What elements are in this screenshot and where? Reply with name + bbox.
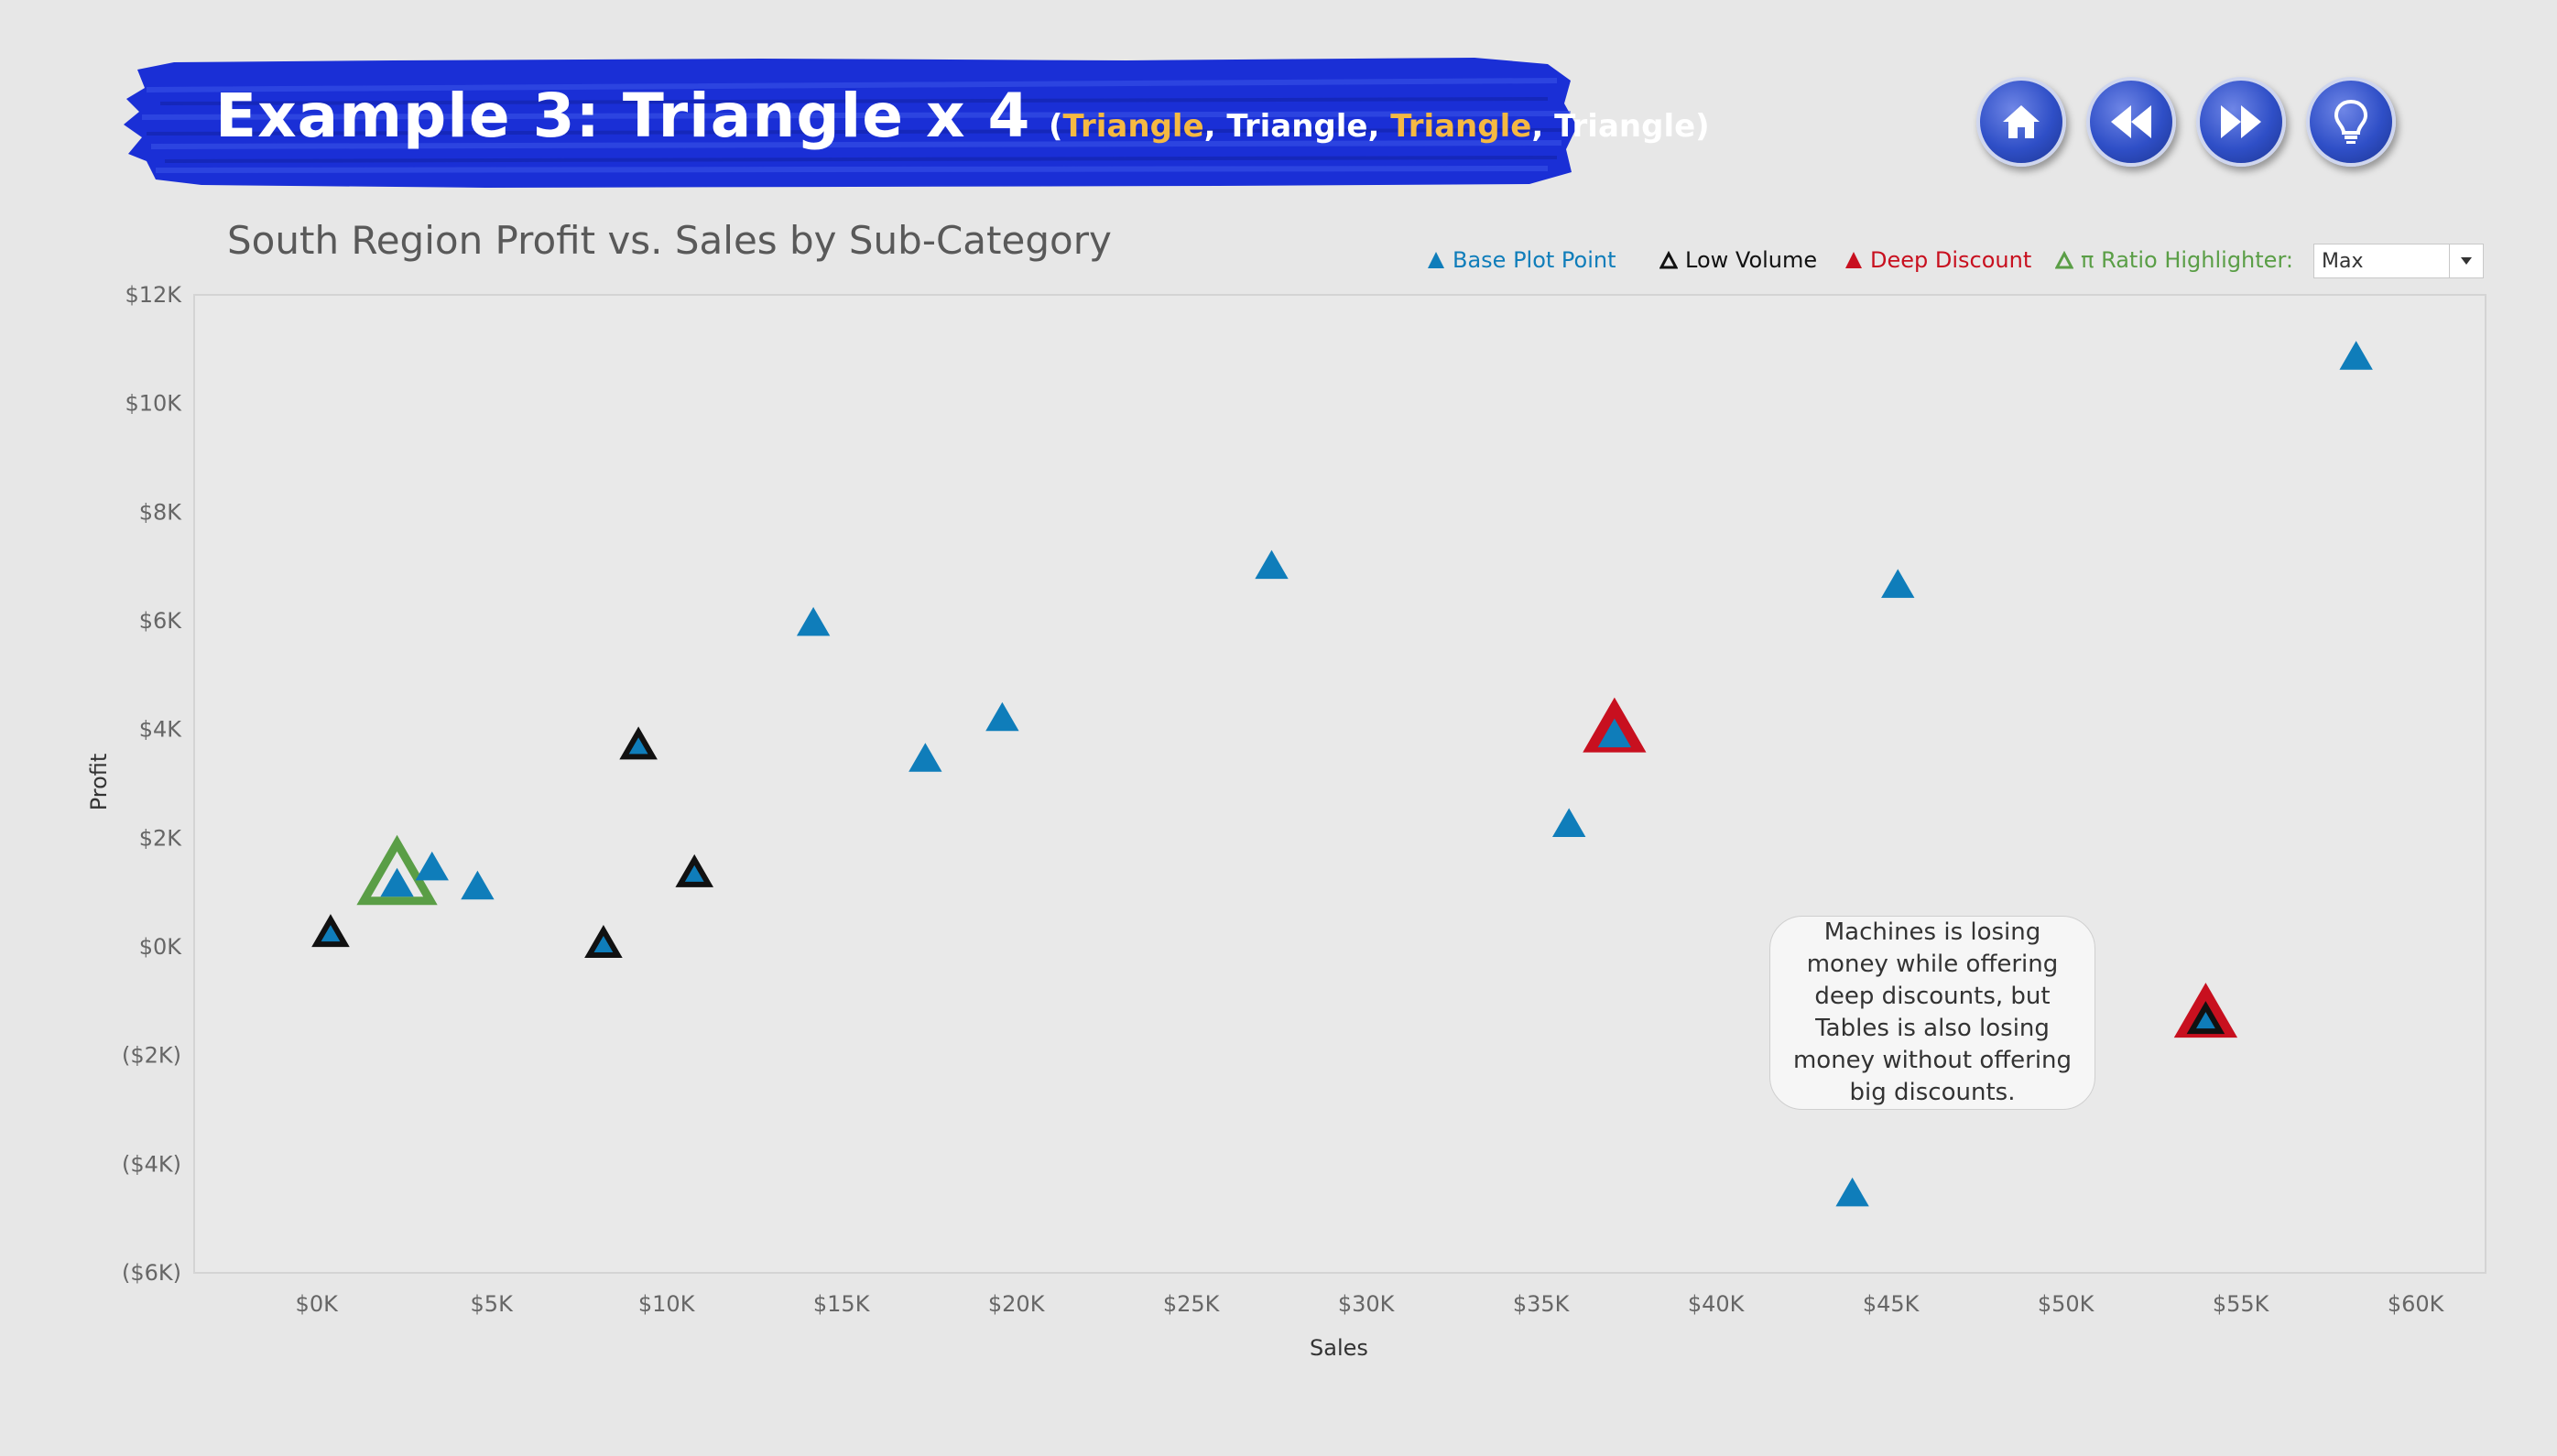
y-tick-label: ($2K) (122, 1043, 181, 1069)
data-point[interactable] (1881, 569, 1915, 598)
filled-triangle-icon (1845, 252, 1862, 268)
y-tick-label: $4K (139, 717, 183, 743)
legend-deep-discount: Deep Discount (1844, 247, 2031, 273)
outline-triangle-icon (1659, 251, 1678, 269)
back-button[interactable] (2086, 77, 2176, 167)
data-point[interactable] (584, 924, 623, 958)
data-point[interactable] (1255, 549, 1289, 580)
title-banner: Example 3: Triangle x 4 (Triangle, Trian… (119, 53, 1710, 190)
x-tick-label: $25K (1163, 1291, 1221, 1317)
y-axis: $12K $10K $8K $6K $4K $2K $0K ($2K) ($4K) ($6K) (122, 282, 182, 1286)
home-icon (2003, 105, 2040, 138)
y-tick-label: ($6K) (122, 1260, 181, 1286)
y-tick-label: ($4K) (122, 1151, 181, 1177)
x-tick-label: $15K (813, 1291, 871, 1317)
y-tick-label: $0K (139, 934, 183, 960)
data-point[interactable] (1583, 697, 1647, 753)
annotation-text: Machines is losing money while offering … (1792, 918, 2073, 1106)
brush-stroke-background (124, 58, 1577, 188)
data-point[interactable] (909, 743, 942, 772)
dropdown-value: Max (2322, 249, 2364, 273)
data-point[interactable] (1552, 808, 1586, 837)
legend-low-volume: Low Volume (1659, 247, 1817, 273)
x-tick-label: $40K (1688, 1291, 1746, 1317)
legend-low-label: Low Volume (1685, 247, 1818, 273)
x-tick-label: $50K (2038, 1291, 2095, 1317)
home-button[interactable] (1976, 77, 2066, 167)
legend-ratio-highlighter: π Ratio Highlighter: (2055, 247, 2293, 273)
legend-deep-label: Deep Discount (1870, 247, 2032, 273)
y-tick-label: $6K (139, 608, 183, 634)
y-tick-label: $8K (139, 499, 183, 525)
x-axis-title: Sales (1310, 1335, 1368, 1361)
data-point[interactable] (796, 606, 831, 636)
x-tick-label: $0K (296, 1291, 340, 1317)
x-tick-label: $10K (638, 1291, 696, 1317)
data-point[interactable] (415, 851, 449, 881)
banner-subtitle: (Triangle, Triangle, Triangle, Triangle) (1049, 108, 1710, 145)
chart-title: South Region Profit vs. Sales by Sub-Cat… (227, 218, 1112, 263)
x-tick-label: $35K (1513, 1291, 1571, 1317)
outline-triangle-icon (2055, 251, 2073, 269)
y-axis-title: Profit (86, 754, 112, 811)
hint-button[interactable] (2306, 77, 2396, 167)
data-point[interactable] (2173, 983, 2238, 1038)
data-point[interactable] (985, 701, 1019, 732)
x-tick-label: $5K (471, 1291, 515, 1317)
filled-triangle-icon (1428, 252, 1444, 268)
data-point[interactable] (461, 870, 495, 900)
rewind-icon (2111, 105, 2151, 138)
lightbulb-icon (2334, 99, 2368, 144)
x-tick-label: $45K (1863, 1291, 1920, 1317)
banner-title: Example 3: Triangle x 4 (215, 81, 1031, 151)
x-tick-label: $55K (2213, 1291, 2270, 1317)
chevron-down-icon[interactable] (2449, 244, 2483, 277)
y-tick-label: $2K (139, 825, 183, 851)
y-tick-label: $12K (125, 282, 182, 308)
ratio-dropdown[interactable]: Max (2313, 244, 2484, 278)
legend-base-label: Base Plot Point (1453, 247, 1616, 273)
data-point[interactable] (675, 853, 714, 887)
annotation-callout: Machines is losing money while offering … (1769, 916, 2095, 1110)
legend-ratio-label: π Ratio Highlighter: (2081, 247, 2293, 273)
data-point[interactable] (356, 834, 438, 906)
x-tick-label: $20K (988, 1291, 1046, 1317)
y-tick-label: $10K (125, 391, 182, 417)
x-axis: $0K $5K $10K $15K $20K $25K $30K $35K $40K $45K $5… (296, 1291, 2445, 1317)
plot-area (193, 294, 2486, 1274)
forward-button[interactable] (2196, 77, 2286, 167)
data-point[interactable] (1835, 1177, 1869, 1207)
data-points (311, 341, 2373, 1207)
x-tick-label: $30K (1338, 1291, 1396, 1317)
x-tick-label: $60K (2388, 1291, 2445, 1317)
fast-forward-icon (2221, 105, 2261, 138)
data-point[interactable] (2339, 341, 2373, 370)
data-point[interactable] (311, 914, 350, 948)
data-point[interactable] (619, 726, 658, 760)
legend-base-plot-point: Base Plot Point (1427, 247, 1616, 273)
